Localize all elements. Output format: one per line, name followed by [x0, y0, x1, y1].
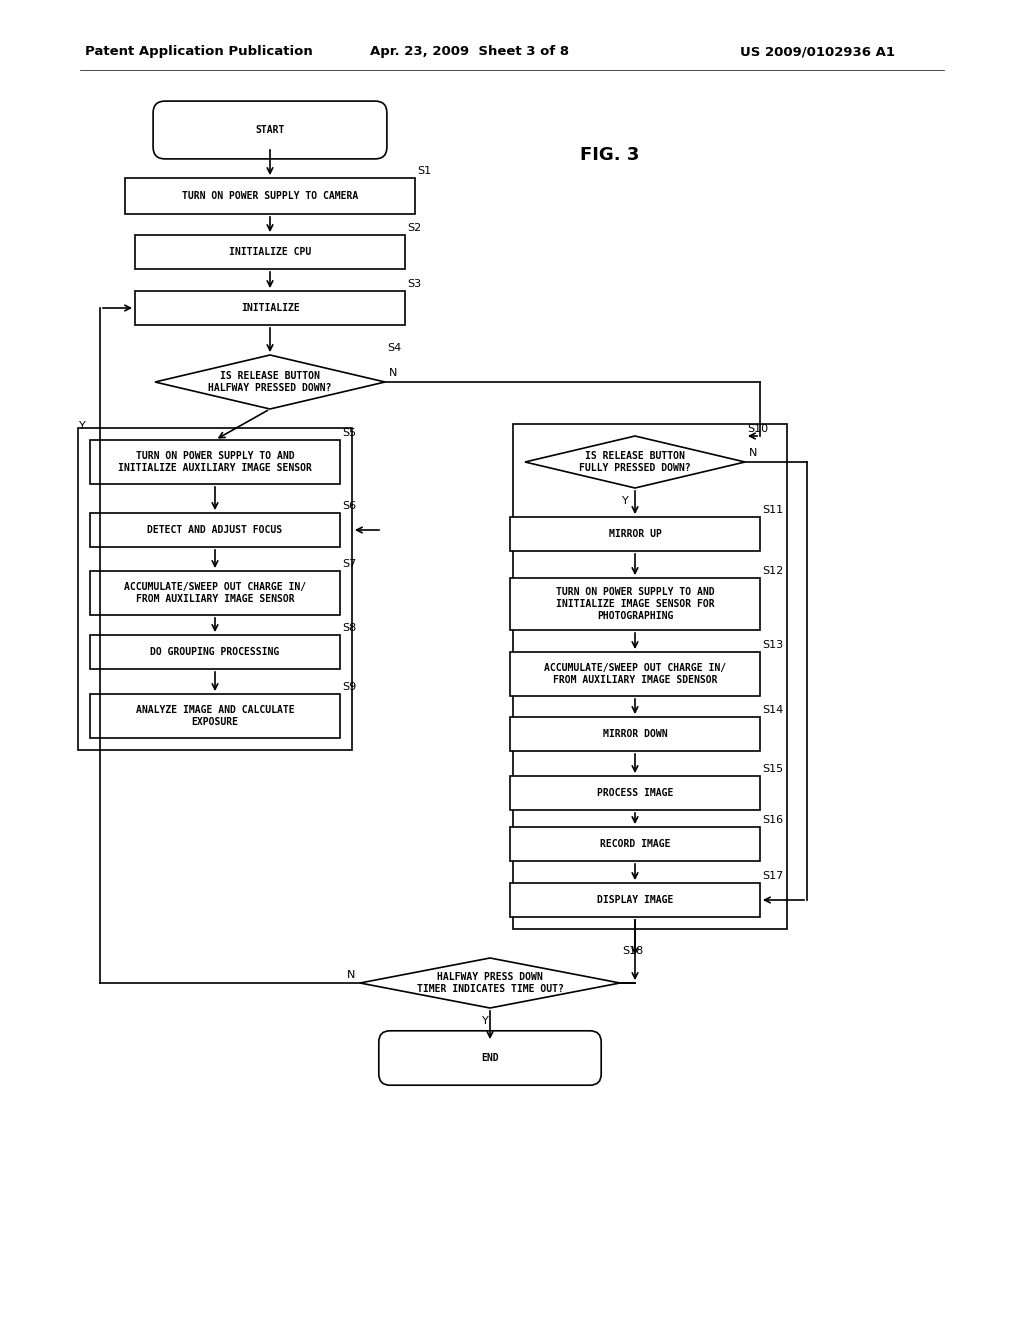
Bar	[135, 235, 406, 269]
Text: S8: S8	[342, 623, 356, 634]
Polygon shape	[155, 355, 385, 409]
Text: S14: S14	[762, 705, 783, 715]
Text: S15: S15	[762, 764, 783, 774]
Bar	[90, 572, 340, 615]
Bar	[90, 440, 340, 484]
Text: S2: S2	[407, 223, 421, 234]
Text: ANALYZE IMAGE AND CALCULATE
EXPOSURE: ANALYZE IMAGE AND CALCULATE EXPOSURE	[136, 705, 294, 727]
Text: TURN ON POWER SUPPLY TO AND
INITIALIZE AUXILIARY IMAGE SENSOR: TURN ON POWER SUPPLY TO AND INITIALIZE A…	[118, 451, 312, 473]
Text: Y: Y	[622, 496, 629, 506]
Text: RECORD IMAGE: RECORD IMAGE	[600, 840, 671, 849]
Text: S17: S17	[762, 871, 783, 880]
Bar	[90, 513, 340, 546]
Text: S18: S18	[622, 946, 643, 956]
Text: Y: Y	[79, 421, 85, 432]
Text: S4: S4	[387, 343, 401, 352]
Text: S11: S11	[762, 506, 783, 515]
Bar	[513, 424, 787, 929]
FancyBboxPatch shape	[154, 102, 387, 158]
Text: S3: S3	[407, 279, 421, 289]
Bar	[510, 517, 760, 550]
Text: S5: S5	[342, 428, 356, 438]
Text: N: N	[347, 970, 355, 979]
Text: MIRROR DOWN: MIRROR DOWN	[603, 729, 668, 739]
Text: ACCUMULATE/SWEEP OUT CHARGE IN/
FROM AUXILIARY IMAGE SENSOR: ACCUMULATE/SWEEP OUT CHARGE IN/ FROM AUX…	[124, 582, 306, 603]
Text: DETECT AND ADJUST FOCUS: DETECT AND ADJUST FOCUS	[147, 525, 283, 535]
Text: N: N	[389, 368, 397, 378]
Text: HALFWAY PRESS DOWN
TIMER INDICATES TIME OUT?: HALFWAY PRESS DOWN TIMER INDICATES TIME …	[417, 973, 563, 994]
Text: START: START	[255, 125, 285, 135]
Text: Y: Y	[481, 1016, 488, 1026]
Text: S1: S1	[417, 166, 431, 176]
Text: N: N	[749, 447, 758, 458]
Text: S13: S13	[762, 640, 783, 649]
Bar	[510, 776, 760, 810]
Bar	[510, 717, 760, 751]
Text: IS RELEASE BUTTON
FULLY PRESSED DOWN?: IS RELEASE BUTTON FULLY PRESSED DOWN?	[580, 451, 691, 473]
Bar	[90, 694, 340, 738]
Polygon shape	[525, 436, 745, 488]
Bar	[510, 652, 760, 696]
Text: INITIALIZE CPU: INITIALIZE CPU	[229, 247, 311, 257]
Text: Patent Application Publication: Patent Application Publication	[85, 45, 312, 58]
FancyBboxPatch shape	[379, 1031, 601, 1085]
Polygon shape	[360, 958, 620, 1008]
Text: INITIALIZE: INITIALIZE	[241, 304, 299, 313]
Text: S6: S6	[342, 502, 356, 511]
Text: S9: S9	[342, 682, 356, 692]
Text: TURN ON POWER SUPPLY TO AND
INITIALIZE IMAGE SENSOR FOR
PHOTOGRAPHING: TURN ON POWER SUPPLY TO AND INITIALIZE I…	[556, 587, 715, 620]
Bar	[510, 828, 760, 861]
Text: MIRROR UP: MIRROR UP	[608, 529, 662, 539]
Bar	[90, 635, 340, 669]
Text: ACCUMULATE/SWEEP OUT CHARGE IN/
FROM AUXILIARY IMAGE SDENSOR: ACCUMULATE/SWEEP OUT CHARGE IN/ FROM AUX…	[544, 663, 726, 685]
Bar	[78, 428, 352, 750]
Text: DISPLAY IMAGE: DISPLAY IMAGE	[597, 895, 673, 906]
Bar	[135, 290, 406, 325]
Text: Apr. 23, 2009  Sheet 3 of 8: Apr. 23, 2009 Sheet 3 of 8	[370, 45, 569, 58]
Text: S10: S10	[746, 424, 768, 434]
Text: IS RELEASE BUTTON
HALFWAY PRESSED DOWN?: IS RELEASE BUTTON HALFWAY PRESSED DOWN?	[208, 371, 332, 393]
Text: FIG. 3: FIG. 3	[580, 147, 639, 164]
Text: S12: S12	[762, 566, 783, 576]
Text: END: END	[481, 1053, 499, 1063]
Text: S16: S16	[762, 814, 783, 825]
Text: TURN ON POWER SUPPLY TO CAMERA: TURN ON POWER SUPPLY TO CAMERA	[182, 191, 358, 201]
Bar	[125, 178, 415, 214]
Text: US 2009/0102936 A1: US 2009/0102936 A1	[740, 45, 895, 58]
Text: PROCESS IMAGE: PROCESS IMAGE	[597, 788, 673, 799]
Bar	[510, 883, 760, 917]
Text: S7: S7	[342, 558, 356, 569]
Bar	[510, 578, 760, 630]
Text: DO GROUPING PROCESSING: DO GROUPING PROCESSING	[151, 647, 280, 657]
